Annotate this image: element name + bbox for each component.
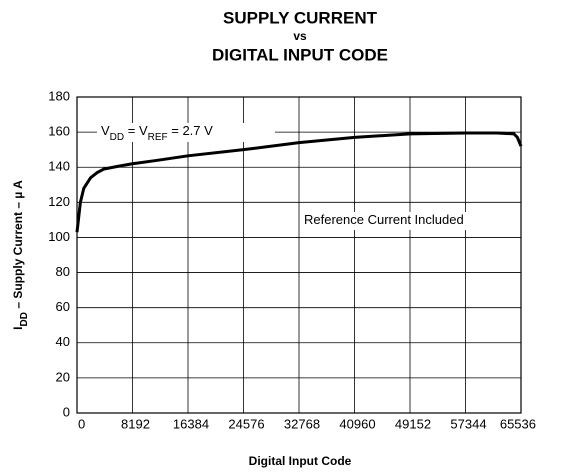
annotation-part: = V xyxy=(124,123,148,138)
x-tick-label: 40960 xyxy=(339,416,375,431)
annotation-part: DD xyxy=(110,132,124,143)
y-tick-label: 140 xyxy=(48,159,70,174)
annotation-background xyxy=(300,212,502,230)
y-axis-label: IDD – Supply Current – µ A xyxy=(11,180,30,330)
chart-title: DIGITAL INPUT CODE xyxy=(212,45,388,64)
x-tick-label: 8192 xyxy=(121,416,150,431)
x-tick-label: 24576 xyxy=(228,416,264,431)
x-tick-label: 16384 xyxy=(173,416,209,431)
x-tick-label: 49152 xyxy=(395,416,431,431)
y-tick-label: 180 xyxy=(48,88,70,103)
annotation-part: Reference Current Included xyxy=(304,212,464,227)
x-tick-label: 0 xyxy=(78,416,85,431)
x-tick-label: 65536 xyxy=(500,416,536,431)
chart-title: vs xyxy=(293,29,307,43)
y-axis-label-part: – Supply Current – µ A xyxy=(11,180,25,312)
x-tick-label: 57344 xyxy=(450,416,486,431)
annotation-background xyxy=(97,123,275,142)
x-tick-label: 32768 xyxy=(284,416,320,431)
x-axis-label: Digital Input Code xyxy=(249,454,352,468)
y-axis-label-part: I xyxy=(11,326,25,329)
chart-title: SUPPLY CURRENT xyxy=(223,8,378,27)
annotation-part: = 2.7 V xyxy=(168,123,213,138)
plot-frame xyxy=(76,96,522,414)
annotation: VDD = VREF = 2.7 V xyxy=(101,123,213,143)
y-tick-label: 80 xyxy=(56,264,70,279)
y-tick-label: 120 xyxy=(48,194,70,209)
y-tick-label: 100 xyxy=(48,229,70,244)
annotation: Reference Current Included xyxy=(304,212,464,227)
y-tick-label: 40 xyxy=(56,334,70,349)
data-line xyxy=(75,131,523,233)
y-tick-label: 160 xyxy=(48,124,70,139)
y-tick-label: 0 xyxy=(63,404,70,419)
y-tick-label: 60 xyxy=(56,299,70,314)
y-axis-label-part: DD xyxy=(19,312,30,326)
y-tick-label: 20 xyxy=(56,369,70,384)
annotation-part: V xyxy=(101,123,110,138)
annotation-part: REF xyxy=(148,132,168,143)
